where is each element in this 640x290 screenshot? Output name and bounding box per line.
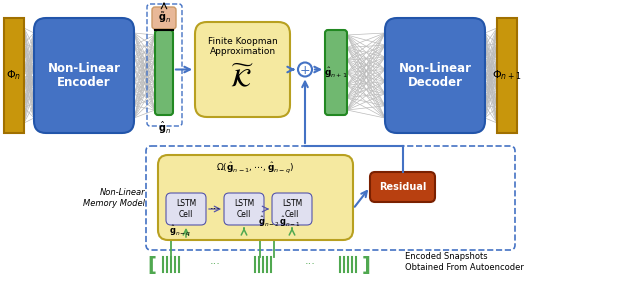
- FancyBboxPatch shape: [272, 193, 312, 225]
- Text: $\infty$: $\infty$: [160, 0, 168, 1]
- Bar: [4, 18, 24, 133]
- Text: $\hat{\mathbf{g}}_{n-2}$: $\hat{\mathbf{g}}_{n-2}$: [258, 215, 280, 229]
- Bar: [497, 18, 517, 133]
- Text: LSTM
Cell: LSTM Cell: [234, 199, 254, 219]
- Text: +: +: [300, 64, 310, 77]
- Text: $\hat{\mathbf{g}}_{n+1}$: $\hat{\mathbf{g}}_{n+1}$: [324, 65, 348, 80]
- Text: Non-Linear
Memory Model: Non-Linear Memory Model: [83, 188, 145, 208]
- Text: Residual: Residual: [379, 182, 426, 192]
- FancyBboxPatch shape: [166, 193, 206, 225]
- Text: Encoded Snapshots
Obtained From Autoencoder: Encoded Snapshots Obtained From Autoenco…: [405, 252, 524, 272]
- Text: $\Phi_{n+1}$: $\Phi_{n+1}$: [492, 69, 522, 82]
- FancyBboxPatch shape: [370, 172, 435, 202]
- Text: ]: ]: [362, 255, 371, 275]
- FancyBboxPatch shape: [158, 155, 353, 240]
- Text: $\hat{\mathbf{g}}_n$: $\hat{\mathbf{g}}_n$: [157, 120, 170, 136]
- FancyBboxPatch shape: [155, 30, 173, 115]
- FancyBboxPatch shape: [195, 22, 290, 117]
- Text: $\hat{\mathbf{g}}_{n-q}$: $\hat{\mathbf{g}}_{n-q}$: [169, 223, 191, 238]
- Text: Non-Linear
Encoder: Non-Linear Encoder: [47, 61, 120, 90]
- Text: LSTM
Cell: LSTM Cell: [176, 199, 196, 219]
- Text: Finite Koopman
Approximation: Finite Koopman Approximation: [207, 37, 277, 56]
- Text: $\hat{\mathbf{g}}_{n-1}$: $\hat{\mathbf{g}}_{n-1}$: [279, 215, 301, 229]
- Text: LSTM
Cell: LSTM Cell: [282, 199, 302, 219]
- Text: Non-Linear
Decoder: Non-Linear Decoder: [399, 61, 472, 90]
- Text: [: [: [148, 255, 156, 275]
- Text: $\Omega(\hat{\mathbf{g}}_{n-1}, \cdots, \hat{\mathbf{g}}_{n-q})$: $\Omega(\hat{\mathbf{g}}_{n-1}, \cdots, …: [216, 161, 294, 175]
- Text: ···: ···: [209, 204, 220, 214]
- Text: ···: ···: [209, 259, 220, 269]
- Text: $\widetilde{\mathcal{K}}$: $\widetilde{\mathcal{K}}$: [230, 64, 255, 91]
- Text: $\Phi_n$: $\Phi_n$: [6, 69, 22, 82]
- Circle shape: [298, 63, 312, 77]
- FancyBboxPatch shape: [385, 18, 485, 133]
- Text: $\tilde{\mathbf{g}}_n$: $\tilde{\mathbf{g}}_n$: [157, 10, 170, 26]
- FancyBboxPatch shape: [34, 18, 134, 133]
- Text: ···: ···: [305, 259, 316, 269]
- FancyBboxPatch shape: [224, 193, 264, 225]
- FancyBboxPatch shape: [325, 30, 347, 115]
- FancyBboxPatch shape: [152, 7, 176, 29]
